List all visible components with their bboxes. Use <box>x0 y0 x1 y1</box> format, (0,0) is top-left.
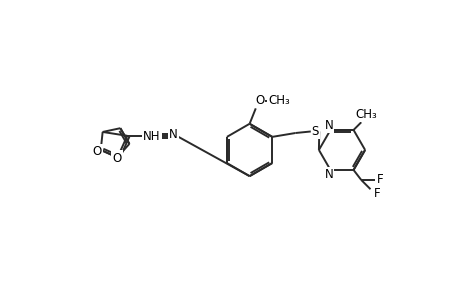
Text: O: O <box>92 145 101 158</box>
Text: F: F <box>376 173 383 187</box>
Text: S: S <box>311 125 319 138</box>
Text: CH₃: CH₃ <box>268 94 289 107</box>
Text: CH₃: CH₃ <box>355 108 377 121</box>
Text: N: N <box>324 119 333 132</box>
Text: NH: NH <box>143 130 160 143</box>
Text: N: N <box>324 168 333 181</box>
Text: N: N <box>169 128 178 141</box>
Text: O: O <box>254 94 263 107</box>
Text: F: F <box>373 187 380 200</box>
Text: O: O <box>112 152 122 165</box>
